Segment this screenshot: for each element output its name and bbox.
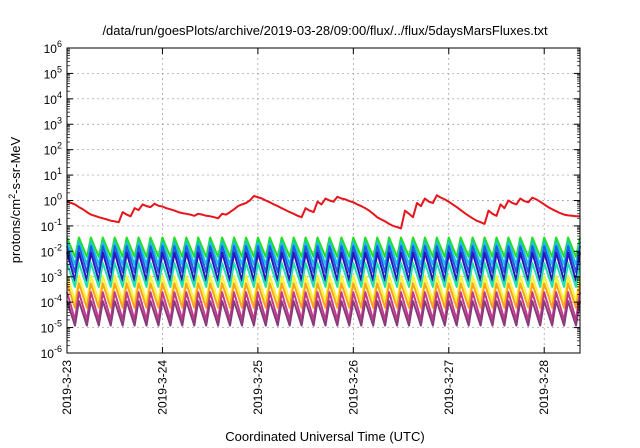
y-tick-label: 101 [44,166,62,183]
series-line-4 [66,245,581,274]
series-line-8 [66,282,581,309]
y-tick-base: 10 [41,322,55,336]
y-tick-exponent: 4 [57,90,62,100]
y-tick-base: 10 [44,118,58,132]
series-line-10 [66,300,581,327]
y-tick-exponent: 3 [57,115,62,125]
y-tick-label: 10-4 [41,293,62,310]
y-tick-exponent: 0 [57,192,62,202]
chart-title: /data/run/goesPlots/archive/2019-03-28/0… [102,23,548,38]
y-tick-exponent: -1 [54,217,62,227]
x-tick-label: 2019-3-23 [60,360,74,415]
y-tick-label: 10-1 [41,217,62,234]
x-axis-label: Coordinated Universal Time (UTC) [225,429,424,444]
y-tick-label: 104 [44,90,62,107]
y-axis-label-unit: -s-sr-MeV [8,136,23,193]
y-tick-base: 10 [41,271,55,285]
x-tick-label: 2019-3-27 [442,360,456,415]
y-tick-exponent: 6 [57,39,62,49]
series-line-7 [66,274,581,303]
y-tick-base: 10 [44,144,58,158]
y-tick-exponent: -4 [54,293,62,303]
y-axis-label-main: protons/cm [8,199,23,263]
y-tick-base: 10 [44,67,58,81]
y-tick-base: 10 [41,347,55,361]
y-tick-exponent: 1 [57,166,62,176]
y-tick-exponent: -3 [54,268,62,278]
y-axis-label: protons/cm2-s-sr-MeV [7,136,23,263]
y-tick-label: 10-6 [41,344,62,361]
y-tick-base: 10 [44,195,58,209]
y-tick-label: 106 [44,39,62,56]
y-tick-label: 105 [44,64,62,81]
y-tick-label: 10-5 [41,319,62,336]
y-tick-exponent: 2 [57,141,62,151]
y-tick-label: 10-3 [41,268,62,285]
x-tick-label: 2019-3-28 [537,360,551,415]
y-tick-base: 10 [41,296,55,310]
y-tick-label: 100 [44,192,62,209]
y-tick-exponent: -2 [54,242,62,252]
x-tick-label: 2019-3-25 [251,360,265,415]
series-line-9 [66,291,581,321]
series-line-6 [66,261,581,288]
x-tick-label: 2019-3-26 [346,360,360,415]
y-tick-base: 10 [41,245,55,259]
y-axis-label-superscript: 2 [7,194,17,199]
series-line-2 [66,236,581,258]
x-tick-label: 2019-3-24 [155,360,169,415]
y-axis: 10-610-510-410-310-210-11001011021031041… [41,39,580,361]
y-tick-base: 10 [44,169,58,183]
series-group [66,194,581,327]
y-tick-label: 103 [44,115,62,132]
y-tick-base: 10 [44,42,58,56]
series-line-1 [66,194,580,230]
y-tick-base: 10 [41,220,55,234]
y-tick-exponent: -5 [54,319,62,329]
series-line-5 [66,251,581,282]
y-tick-base: 10 [44,93,58,107]
y-tick-label: 102 [44,141,62,158]
x-axis: 2019-3-23 2019-3-24 2019-3-25 2019-3-26 2019… [60,48,551,415]
y-tick-exponent: 5 [57,64,62,74]
y-tick-label: 10-2 [41,242,62,259]
y-tick-exponent: -6 [54,344,62,354]
